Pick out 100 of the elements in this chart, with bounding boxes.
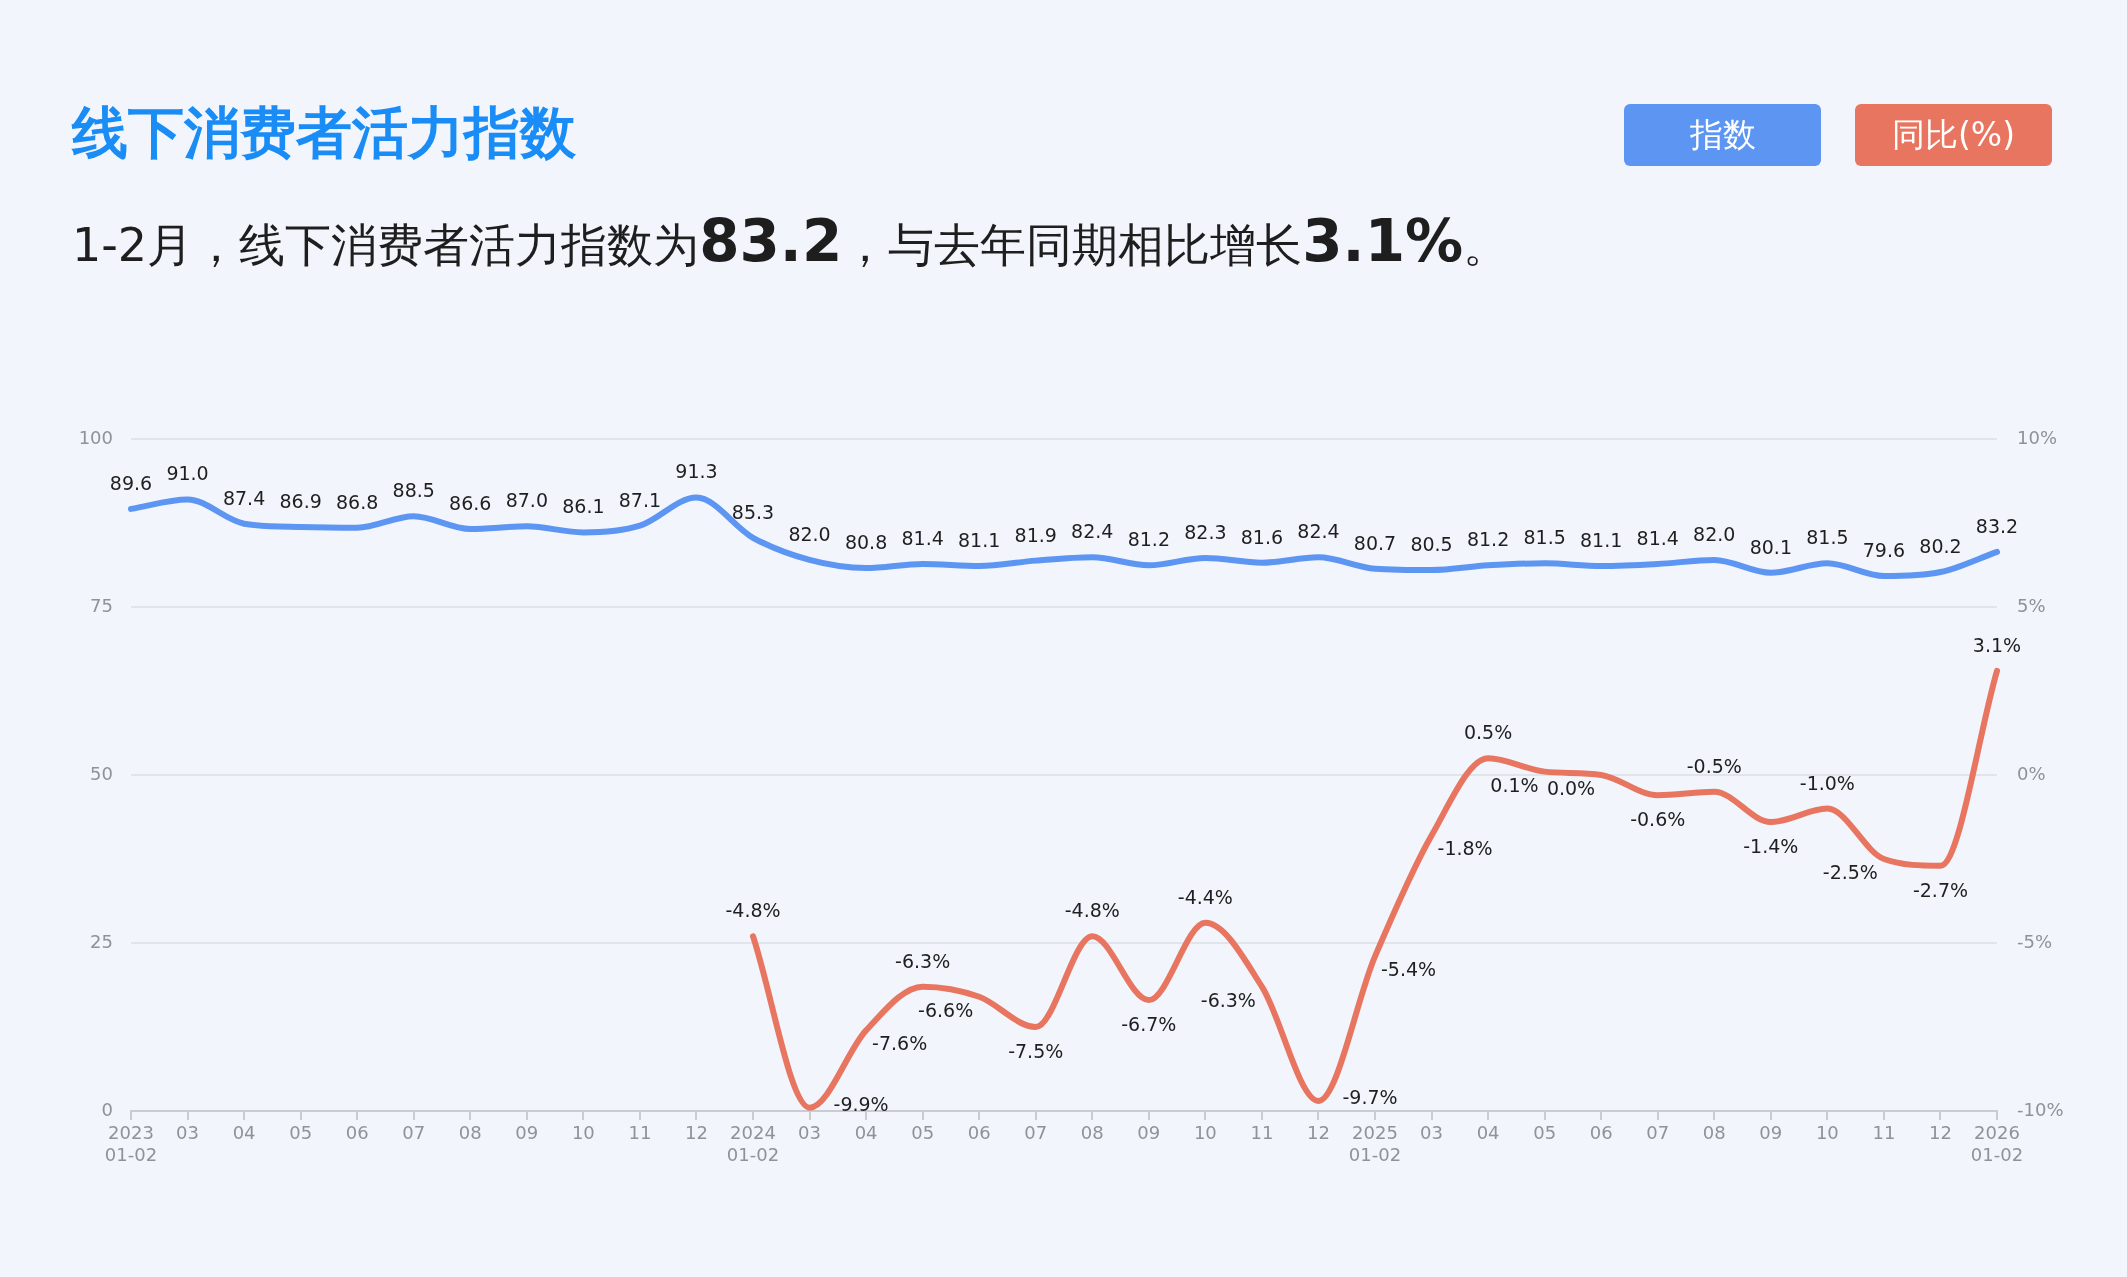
x-tick-label: 07: [1646, 1122, 1670, 1144]
x-tick-label: 2026 01-02: [1970, 1122, 2024, 1166]
data-label: 82.0: [788, 522, 831, 545]
data-label: 80.5: [1410, 532, 1453, 555]
x-tick-label: 07: [402, 1122, 426, 1144]
x-tick-label: 05: [289, 1122, 313, 1144]
x-tick-label: 11: [1250, 1122, 1274, 1144]
data-label: 3.1%: [1972, 633, 2022, 656]
x-tick-label: 10: [571, 1122, 595, 1144]
x-tick-label: 09: [515, 1122, 539, 1144]
x-tick-label: 08: [458, 1122, 482, 1144]
data-label: 82.3: [1184, 520, 1227, 543]
x-tick-label: 2025 01-02: [1348, 1122, 1402, 1166]
data-label: 80.1: [1749, 535, 1792, 558]
data-label: 83.2: [1975, 514, 2019, 537]
x-tick-label: 05: [1533, 1122, 1557, 1144]
x-tick-label: 03: [798, 1122, 821, 1144]
data-label: 82.4: [1297, 520, 1340, 543]
x-tick-label: 11: [628, 1122, 652, 1144]
data-label: 85.3: [731, 500, 775, 523]
data-label: -4.4%: [1177, 885, 1233, 908]
data-label: 79.6: [1862, 539, 1906, 562]
text: 同比(%): [1855, 104, 2052, 166]
y-tick-label: 0: [101, 1098, 113, 1120]
x-tick-label: 06: [1589, 1122, 1613, 1144]
x-tick-label: 04: [232, 1122, 256, 1144]
data-label: 86.1: [562, 495, 605, 518]
x-tick-label: 07: [1024, 1122, 1048, 1144]
data-label: 81.4: [901, 526, 944, 549]
y-tick-label: 100: [78, 426, 113, 448]
data-label: -4.8%: [725, 899, 781, 922]
data-label: -1.0%: [1799, 771, 1855, 794]
data-label: 0.0%: [1546, 776, 1596, 799]
data-label: -7.6%: [872, 1032, 928, 1055]
data-label: -4.8%: [1064, 899, 1120, 922]
x-tick-label: 11: [1872, 1122, 1896, 1144]
x-tick-label: 10: [1193, 1122, 1217, 1144]
x-tick-label: 2023 01-02: [104, 1122, 158, 1166]
data-label: 81.9: [1014, 523, 1057, 546]
data-label: -6.3%: [1200, 988, 1256, 1011]
data-label: 81.5: [1523, 526, 1566, 549]
y-tick-label: 75: [90, 594, 113, 616]
chart-subtitle: 1-2月，线下消费者活力指数为83.2，与去年同期相比增长3.1%。: [72, 206, 1510, 277]
x-tick-label: 10: [1815, 1122, 1839, 1144]
y2-tick-label: 10%: [2017, 426, 2058, 448]
data-label: 80.7: [1353, 531, 1397, 554]
data-label: 0.5%: [1463, 721, 1513, 744]
data-label: 86.6: [449, 491, 492, 514]
y2-tick-label: -5%: [2017, 930, 2053, 952]
data-label: 88.5: [392, 479, 435, 502]
data-label: 80.8: [844, 530, 888, 553]
data-label: 89.6: [109, 471, 153, 494]
x-tick-label: 12: [1929, 1122, 1952, 1144]
data-label: 81.1: [958, 528, 1001, 551]
x-tick-label: 09: [1759, 1122, 1783, 1144]
x-tick-label: 08: [1080, 1122, 1104, 1144]
data-label: 81.2: [1466, 528, 1510, 551]
x-tick-label: 03: [1420, 1122, 1443, 1144]
data-label: 81.6: [1240, 525, 1284, 548]
data-label: -6.3%: [895, 949, 951, 972]
y-tick-label: 50: [90, 762, 113, 784]
y2-tick-label: -10%: [2017, 1098, 2064, 1120]
x-tick-label: 05: [911, 1122, 935, 1144]
data-label: 81.1: [1580, 528, 1623, 551]
data-label: 80.2: [1919, 534, 1962, 557]
data-label: -9.9%: [833, 1092, 889, 1115]
x-tick-label: 06: [345, 1122, 369, 1144]
data-label: -6.6%: [918, 998, 974, 1021]
data-label: 81.5: [1806, 526, 1849, 549]
x-tick-label: 08: [1702, 1122, 1726, 1144]
data-label: 87.1: [618, 488, 662, 511]
x-tick-label: 03: [176, 1122, 199, 1144]
x-tick-label: 06: [967, 1122, 991, 1144]
data-label: -1.4%: [1743, 834, 1799, 857]
x-tick-label: 04: [854, 1122, 878, 1144]
data-label: 86.9: [279, 489, 322, 512]
x-tick-label: 12: [1307, 1122, 1330, 1144]
data-label: -1.8%: [1437, 837, 1493, 860]
data-label: -7.5%: [1008, 1039, 1064, 1062]
data-label: 82.4: [1071, 520, 1114, 543]
y-tick-label: 25: [90, 930, 113, 952]
data-label: 86.8: [336, 490, 379, 513]
data-label: -9.7%: [1342, 1085, 1398, 1108]
data-label: -2.7%: [1912, 878, 1969, 901]
data-label: 0.1%: [1490, 773, 1539, 796]
chart-title: 线下消费者活力指数: [72, 100, 576, 166]
data-label: -0.5%: [1686, 754, 1742, 777]
x-tick-label: 12: [685, 1122, 708, 1144]
data-label: -6.7%: [1121, 1013, 1177, 1036]
data-label: -0.6%: [1630, 808, 1686, 831]
data-label: 81.2: [1127, 528, 1170, 551]
y2-tick-label: 5%: [2017, 594, 2046, 616]
text: 指数: [1624, 104, 1821, 166]
data-label: 82.0: [1693, 522, 1736, 545]
data-label: 91.3: [675, 460, 718, 483]
data-label: -2.5%: [1822, 860, 1878, 883]
y2-tick-label: 0%: [2017, 762, 2046, 784]
data-label: 81.4: [1636, 526, 1679, 549]
data-label: -5.4%: [1380, 958, 1437, 981]
data-label: 87.0: [505, 489, 548, 512]
